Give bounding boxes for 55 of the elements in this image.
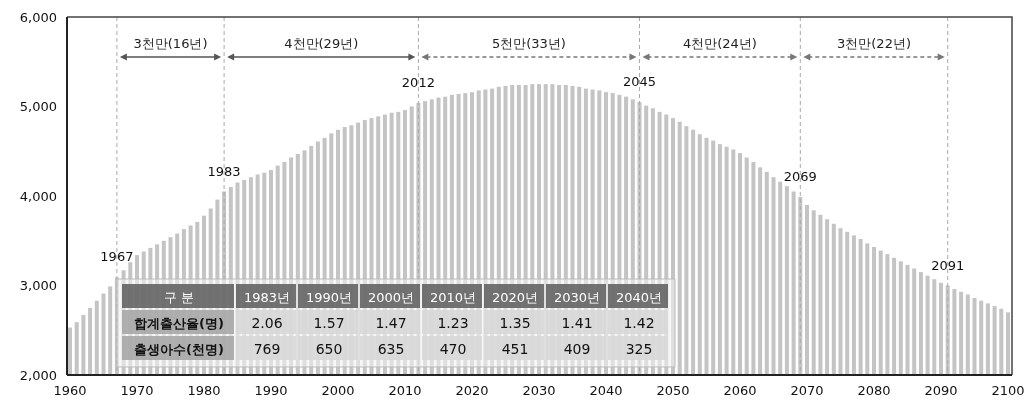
x-tick-label: 2100	[991, 383, 1025, 398]
data-label: 1.41	[561, 314, 593, 331]
data-label: 2.06	[251, 314, 283, 331]
y-tick-label: 2,000	[19, 367, 57, 383]
data-label: 409	[563, 340, 591, 357]
x-tick-label: 2030	[522, 383, 556, 398]
y-tick-label: 4,000	[19, 188, 57, 204]
annotation: 4천만(24년)	[682, 36, 757, 51]
x-tick-label: 2080	[857, 383, 891, 398]
annotation: 5천만(33년)	[491, 36, 566, 51]
x-tick-label: 1960	[53, 383, 87, 398]
ref-line-label: 2091	[931, 257, 965, 273]
x-tick-label: 1970	[120, 383, 154, 398]
data-label: 470	[439, 340, 467, 357]
data-label: 635	[377, 340, 405, 357]
x-tick-label: 2050	[656, 383, 690, 398]
y-tick-label: 출생아수(천명)	[134, 341, 224, 357]
x-tick-label: 2090	[924, 383, 958, 398]
y-tick-label: 5,000	[19, 99, 57, 115]
annotation: 3천만(22년)	[837, 36, 911, 51]
x-tick-label: 1980	[187, 383, 221, 398]
data-label: 650	[315, 340, 343, 357]
x-tick-label: 2000년	[367, 289, 415, 305]
ref-line-label: 2069	[783, 168, 817, 184]
ref-line-label: 2045	[622, 74, 657, 90]
annotation: 3천만(16년)	[133, 36, 208, 51]
x-tick-label: 2030년	[553, 289, 601, 305]
data-label: 1.47	[375, 314, 407, 331]
data-label: 769	[253, 340, 281, 357]
y-tick-label: 합계출산율(명)	[134, 315, 224, 331]
ref-line-label: 2012	[401, 74, 435, 90]
x-tick-label: 2010년	[429, 289, 477, 305]
y-tick-label: 3,000	[19, 278, 57, 294]
x-tick-label: 2000	[321, 383, 355, 398]
ref-line-label: 1983	[207, 163, 241, 179]
data-label: 325	[625, 340, 653, 357]
ref-line-label: 1967	[100, 249, 134, 265]
x-tick-label: 1983년	[243, 289, 291, 305]
data-label: 451	[501, 340, 529, 357]
x-tick-label: 2040년	[615, 289, 663, 305]
y-tick-label: 6,000	[19, 9, 57, 25]
x-tick-label: 2040	[589, 383, 623, 398]
data-label: 1.57	[313, 314, 345, 331]
data-label: 1.35	[499, 314, 531, 331]
y-axis-title: 구 분	[163, 289, 195, 305]
x-tick-label: 1990년	[305, 289, 353, 305]
data-label: 1.23	[437, 314, 469, 331]
x-tick-label: 1990	[254, 383, 288, 398]
data-label: 1.42	[623, 314, 655, 331]
annotation: 4천만(29년)	[284, 36, 359, 51]
x-tick-label: 2010	[388, 383, 422, 398]
x-tick-label: 2070	[790, 383, 824, 398]
x-tick-label: 2020	[455, 383, 489, 398]
x-tick-label: 2020년	[491, 289, 539, 305]
x-tick-label: 2060	[723, 383, 757, 398]
